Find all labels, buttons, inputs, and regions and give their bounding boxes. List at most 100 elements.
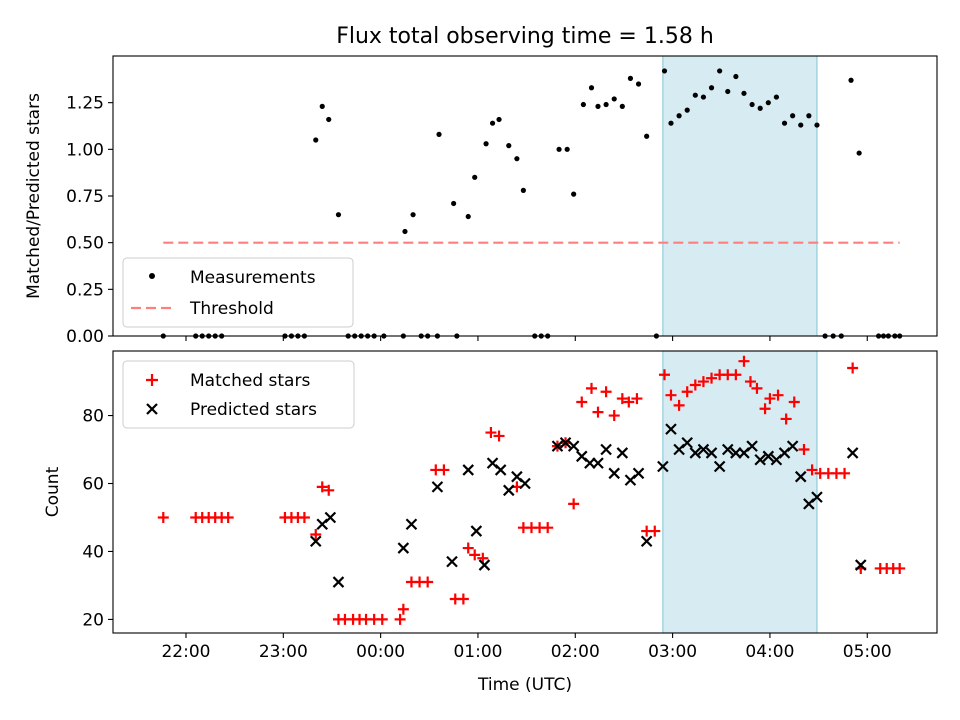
predicted-star-point bbox=[600, 443, 612, 456]
ratio-legend-box bbox=[122, 257, 354, 328]
predicted-star-point bbox=[681, 436, 693, 449]
measurement-point bbox=[733, 73, 739, 80]
predicted-star-point bbox=[332, 576, 345, 588]
measurement-point bbox=[749, 101, 755, 108]
matched-star-point bbox=[894, 562, 906, 574]
ratio-y-tick-label: 0.50 bbox=[66, 234, 104, 254]
ratio-y-tick-label: 0.75 bbox=[66, 187, 104, 207]
ratio-legend: Measurements Threshold bbox=[122, 257, 354, 328]
matched-star-point bbox=[806, 464, 818, 476]
predicted-star-point bbox=[721, 443, 734, 456]
predicted-star-point bbox=[592, 457, 604, 469]
measurements-legend-label: Measurements bbox=[190, 268, 316, 288]
matched-star-point bbox=[847, 362, 859, 374]
count-y-tick-label: 40 bbox=[82, 542, 104, 562]
predicted-star-point bbox=[705, 447, 718, 459]
measurement-point bbox=[483, 141, 489, 147]
measurement-point bbox=[806, 113, 812, 119]
highlight-span bbox=[662, 350, 818, 634]
predicted-star-point bbox=[470, 525, 483, 537]
measurement-point bbox=[781, 120, 788, 126]
matched-star-point bbox=[649, 525, 661, 537]
predicted-star-point bbox=[519, 477, 531, 490]
ratio-y-tick-label: 1.25 bbox=[66, 94, 104, 114]
measurement-point bbox=[717, 68, 723, 74]
predicted-star-point bbox=[657, 460, 669, 473]
predicted-star-point bbox=[397, 542, 410, 554]
x-axis-label: Time (UTC) bbox=[477, 675, 572, 695]
measurement-point bbox=[741, 90, 747, 96]
measurement-point bbox=[708, 85, 715, 91]
predicted-star-point bbox=[309, 535, 322, 548]
predicted-star-point bbox=[462, 464, 475, 476]
matched-star-point bbox=[485, 427, 497, 439]
x-tick-label: 22:00 bbox=[161, 642, 210, 662]
count-panel: 20 40 60 80 22:00 23:00 00:00 01:00 02:00 03:00 0… bbox=[43, 350, 938, 662]
matched-star-point bbox=[469, 549, 481, 561]
measurement-point bbox=[595, 103, 601, 109]
measurement-point bbox=[676, 113, 682, 119]
measurement-point bbox=[798, 122, 804, 128]
matched-star-point bbox=[600, 386, 612, 398]
matched-star-point bbox=[568, 498, 580, 510]
x-tick-label: 05:00 bbox=[843, 642, 892, 662]
measurement-point bbox=[571, 191, 577, 197]
matched-star-point bbox=[542, 522, 554, 534]
predicted-star-point bbox=[846, 447, 859, 459]
measurement-point bbox=[335, 212, 342, 218]
matched-star-point bbox=[738, 355, 750, 367]
measurement-point bbox=[319, 103, 325, 109]
measurement-point bbox=[611, 96, 617, 102]
ratio-y-tick-label: 1.00 bbox=[66, 140, 104, 160]
matched-star-point bbox=[457, 593, 469, 605]
ratio-y-ticks: 0.00 0.25 0.50 0.75 1.00 1.25 bbox=[66, 94, 113, 347]
measurement-point bbox=[700, 94, 707, 100]
predicted-star-point bbox=[811, 491, 823, 503]
matched-star-point bbox=[316, 481, 328, 493]
matched-star-point bbox=[323, 484, 335, 496]
measurement-point bbox=[402, 228, 408, 235]
matched-star-point bbox=[608, 410, 620, 422]
matched-star-point bbox=[751, 382, 763, 394]
matched-star-point bbox=[706, 372, 718, 384]
predicted-star-point bbox=[478, 559, 491, 571]
predicted-star-point bbox=[794, 470, 807, 483]
predicted-star-point bbox=[608, 467, 620, 480]
measurement-point bbox=[465, 213, 471, 220]
predicted-star-point bbox=[324, 511, 337, 524]
measurement-point bbox=[564, 146, 570, 152]
measurement-point bbox=[765, 100, 771, 106]
matched-star-point bbox=[764, 393, 776, 405]
predicted-star-point bbox=[632, 467, 645, 480]
matched-star-point bbox=[310, 528, 322, 540]
count-panel-frame bbox=[112, 350, 938, 634]
matched-star-point bbox=[730, 369, 742, 381]
matched-star-point bbox=[376, 613, 388, 625]
matched-star-point bbox=[788, 396, 800, 408]
ratio-y-tick-label: 0.00 bbox=[66, 327, 104, 347]
matched-star-point bbox=[222, 511, 234, 523]
predicted-star-point bbox=[665, 423, 677, 435]
measurement-point bbox=[856, 150, 862, 156]
measurement-point bbox=[326, 116, 332, 123]
count-y-tick-label: 80 bbox=[82, 407, 104, 427]
matched-star-point bbox=[697, 376, 709, 388]
predicted-star-point bbox=[503, 484, 515, 497]
matched-star-point bbox=[681, 386, 693, 398]
measurement-point bbox=[588, 85, 595, 91]
predicted-star-point bbox=[640, 535, 653, 548]
matched-legend-marker bbox=[146, 374, 158, 386]
matched-star-point bbox=[462, 542, 474, 554]
count-y-ticks: 20 40 60 80 bbox=[82, 407, 113, 630]
predicted-star-point bbox=[697, 443, 710, 456]
matched-star-point bbox=[665, 389, 677, 401]
matched-star-point bbox=[394, 613, 406, 625]
count-y-tick-label: 20 bbox=[82, 610, 104, 630]
matched-star-point bbox=[592, 406, 604, 418]
measurement-point bbox=[514, 156, 520, 162]
x-tick-label: 00:00 bbox=[356, 642, 405, 662]
matched-star-point bbox=[616, 393, 628, 405]
matched-star-point bbox=[658, 369, 670, 381]
predicted-star-point bbox=[494, 464, 507, 476]
